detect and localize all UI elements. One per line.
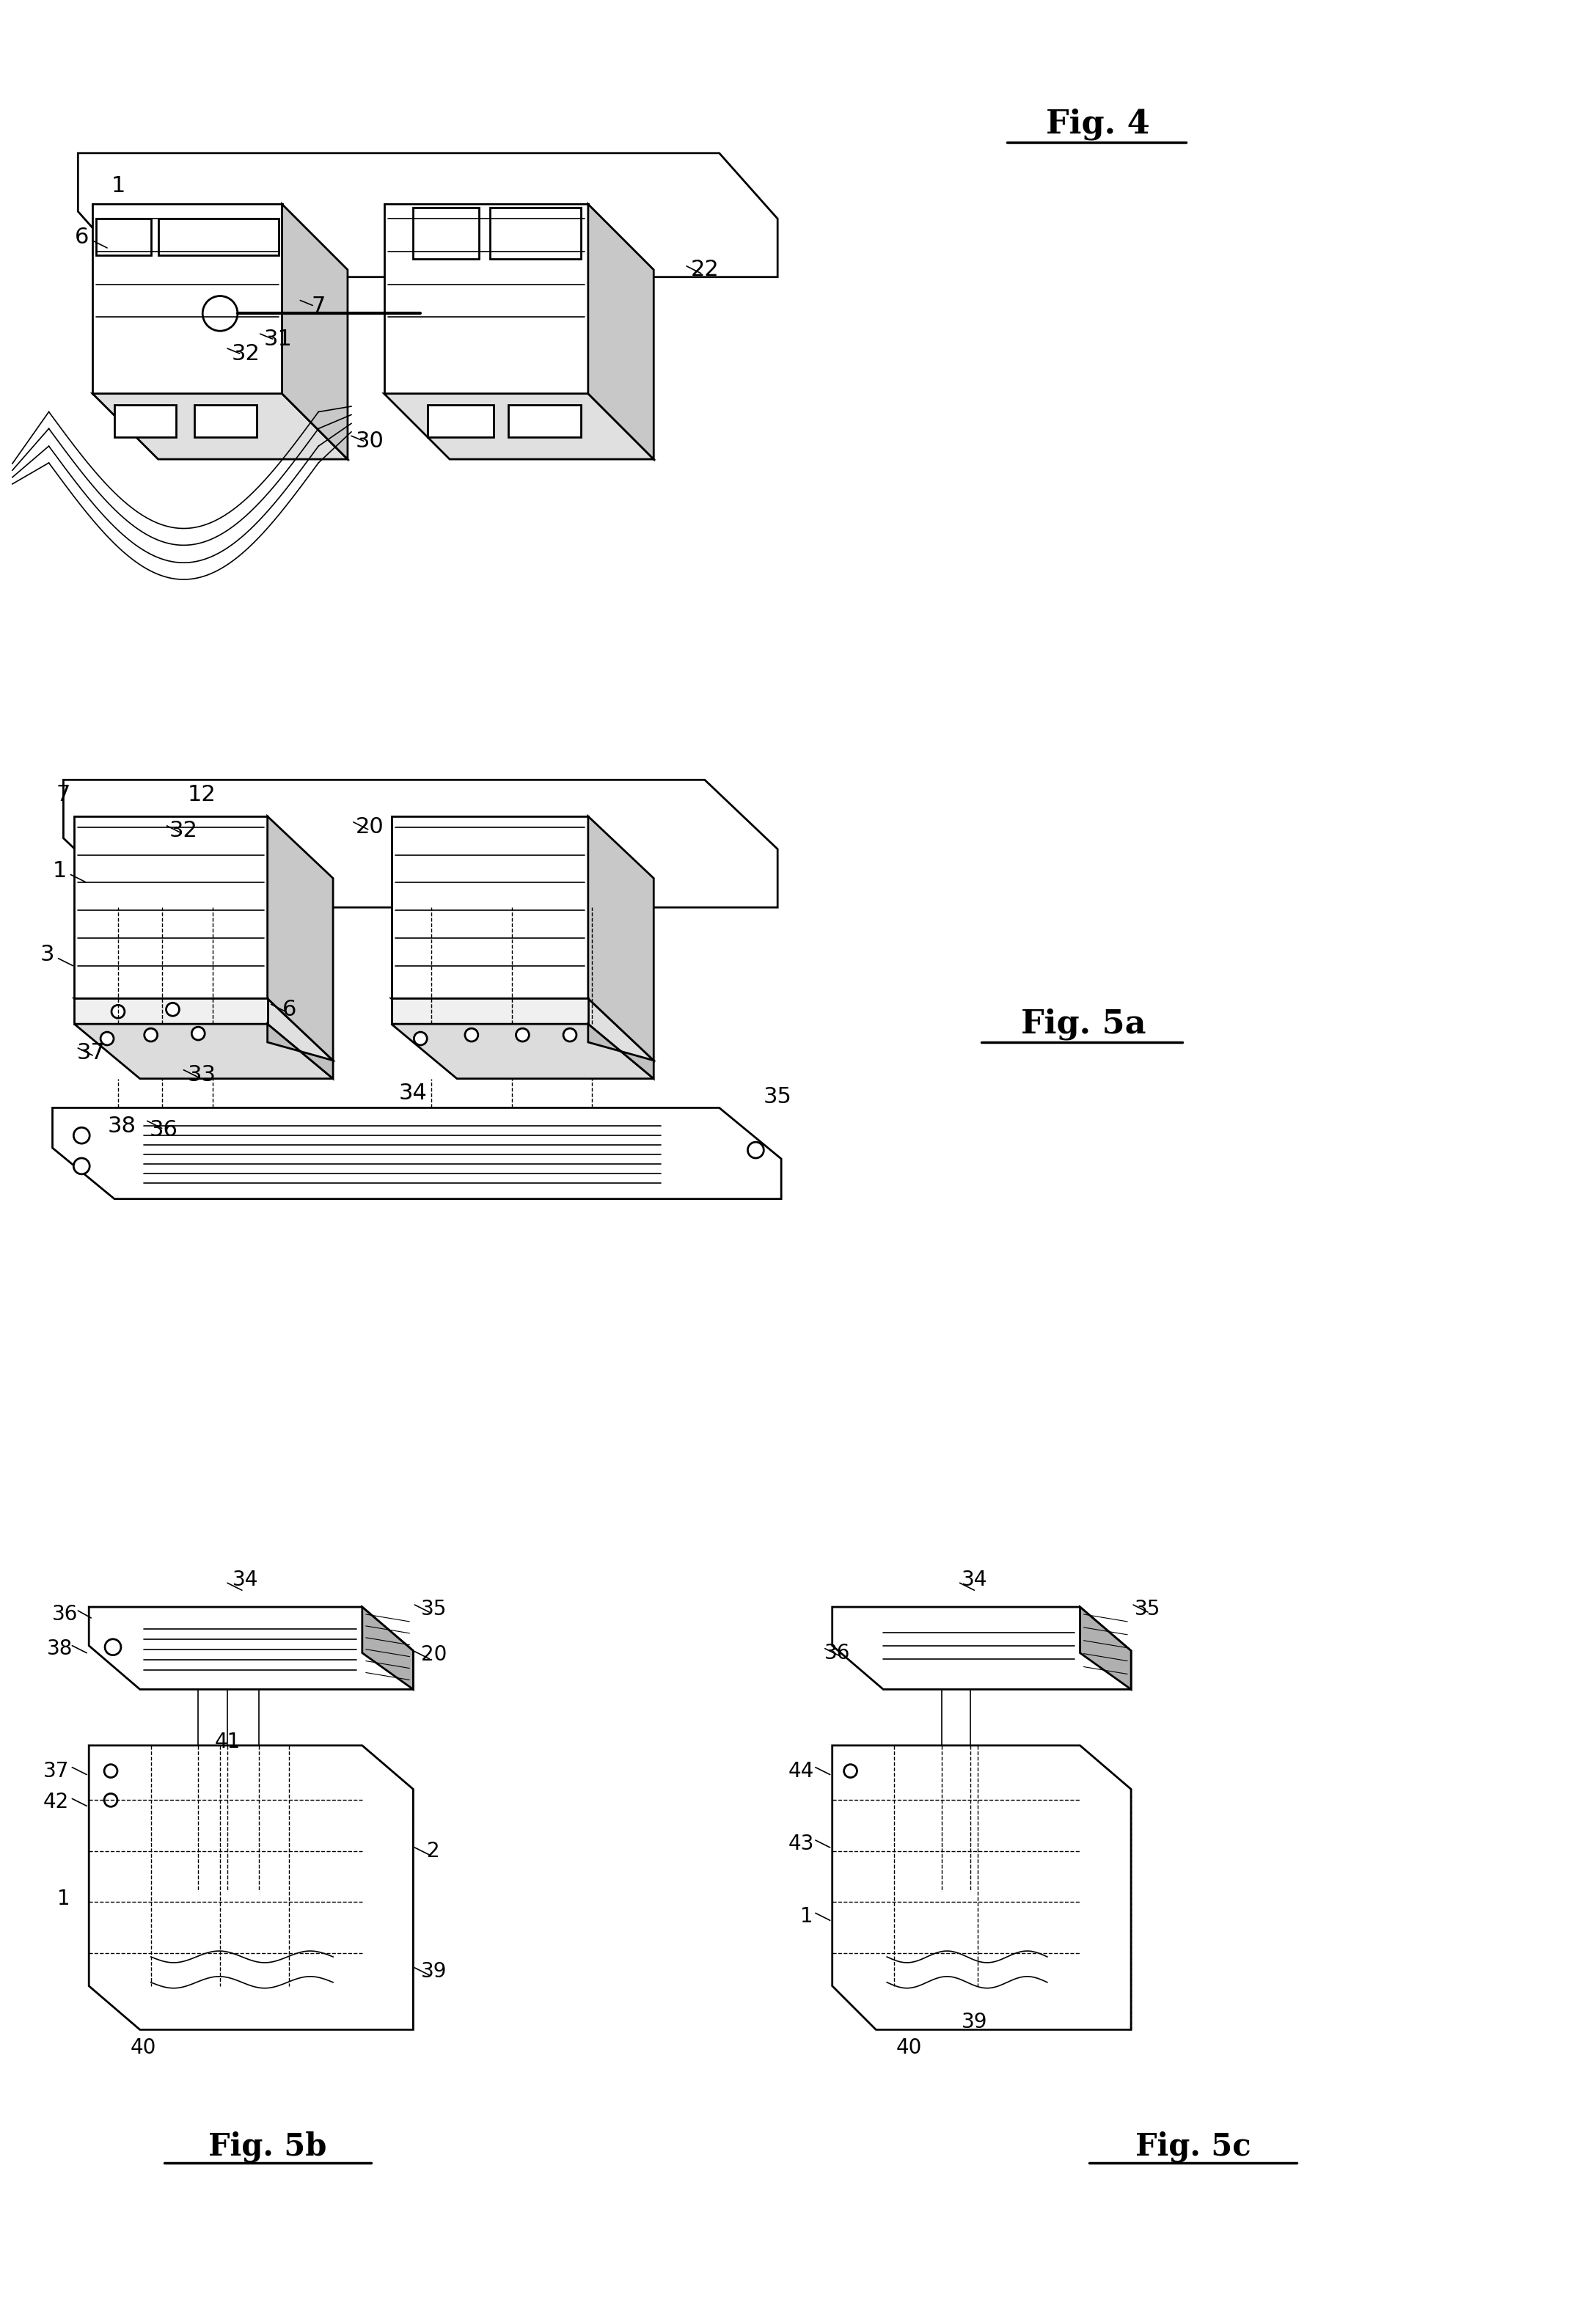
Text: Fig. 5b: Fig. 5b bbox=[207, 2131, 327, 2161]
Polygon shape bbox=[268, 1025, 334, 1078]
Circle shape bbox=[112, 1004, 124, 1018]
Text: 44: 44 bbox=[788, 1761, 814, 1782]
Text: 41: 41 bbox=[214, 1731, 241, 1752]
Circle shape bbox=[747, 1143, 764, 1157]
Text: 40: 40 bbox=[131, 2039, 156, 2057]
Text: 30: 30 bbox=[356, 430, 383, 451]
Polygon shape bbox=[96, 220, 152, 255]
Text: 3: 3 bbox=[40, 944, 54, 965]
Circle shape bbox=[844, 1763, 857, 1777]
Polygon shape bbox=[428, 405, 493, 437]
Circle shape bbox=[73, 1157, 89, 1173]
Circle shape bbox=[464, 1027, 479, 1041]
Text: 20: 20 bbox=[356, 817, 383, 838]
Text: 6: 6 bbox=[75, 227, 89, 248]
Polygon shape bbox=[75, 817, 268, 1000]
Text: 20: 20 bbox=[421, 1645, 447, 1664]
Polygon shape bbox=[391, 817, 587, 1000]
Text: 34: 34 bbox=[233, 1569, 259, 1590]
Text: Fig. 5c: Fig. 5c bbox=[1135, 2131, 1251, 2161]
Polygon shape bbox=[587, 1025, 654, 1078]
Text: 37: 37 bbox=[43, 1761, 69, 1782]
Circle shape bbox=[516, 1027, 530, 1041]
Text: 1: 1 bbox=[112, 176, 124, 197]
Circle shape bbox=[104, 1793, 118, 1807]
Text: 36: 36 bbox=[53, 1604, 78, 1624]
Text: 38: 38 bbox=[107, 1115, 136, 1136]
Text: 7: 7 bbox=[311, 296, 326, 317]
Circle shape bbox=[413, 1032, 428, 1046]
Polygon shape bbox=[75, 1000, 268, 1025]
Text: 35: 35 bbox=[763, 1085, 792, 1108]
Text: 1: 1 bbox=[800, 1907, 814, 1928]
Polygon shape bbox=[158, 220, 278, 255]
Text: 34: 34 bbox=[961, 1569, 988, 1590]
Polygon shape bbox=[282, 204, 348, 458]
Text: Fig. 4: Fig. 4 bbox=[1047, 109, 1151, 139]
Text: 31: 31 bbox=[263, 329, 292, 349]
Text: 40: 40 bbox=[895, 2039, 922, 2057]
Polygon shape bbox=[832, 1745, 1132, 2029]
Polygon shape bbox=[391, 1025, 654, 1078]
Polygon shape bbox=[362, 1606, 413, 1689]
Text: 32: 32 bbox=[231, 342, 260, 363]
Text: 2: 2 bbox=[428, 1842, 440, 1860]
Polygon shape bbox=[385, 204, 587, 393]
Text: 39: 39 bbox=[961, 2013, 988, 2032]
Text: 36: 36 bbox=[825, 1643, 851, 1664]
Text: 39: 39 bbox=[421, 1962, 447, 1981]
Text: 35: 35 bbox=[1135, 1599, 1160, 1620]
Polygon shape bbox=[508, 405, 581, 437]
Polygon shape bbox=[490, 208, 581, 259]
Circle shape bbox=[101, 1032, 113, 1046]
Polygon shape bbox=[385, 393, 654, 458]
Polygon shape bbox=[587, 817, 654, 1060]
Polygon shape bbox=[391, 1000, 587, 1025]
Polygon shape bbox=[78, 153, 777, 278]
Polygon shape bbox=[93, 204, 282, 393]
Polygon shape bbox=[587, 204, 654, 458]
Text: 12: 12 bbox=[188, 784, 215, 805]
Text: 34: 34 bbox=[399, 1083, 428, 1104]
Polygon shape bbox=[53, 1108, 780, 1199]
Text: 1: 1 bbox=[53, 861, 67, 882]
Text: 38: 38 bbox=[46, 1638, 73, 1659]
Text: 36: 36 bbox=[150, 1120, 179, 1141]
Polygon shape bbox=[75, 1000, 334, 1060]
Text: 32: 32 bbox=[169, 819, 198, 842]
Polygon shape bbox=[391, 1000, 654, 1060]
Text: 35: 35 bbox=[421, 1599, 447, 1620]
Polygon shape bbox=[1080, 1606, 1132, 1689]
Text: 42: 42 bbox=[43, 1791, 69, 1812]
Text: 7: 7 bbox=[56, 784, 70, 805]
Circle shape bbox=[563, 1027, 576, 1041]
Polygon shape bbox=[75, 1025, 334, 1078]
Circle shape bbox=[203, 296, 238, 331]
Circle shape bbox=[73, 1127, 89, 1143]
Polygon shape bbox=[93, 393, 348, 458]
Polygon shape bbox=[89, 1606, 413, 1689]
Polygon shape bbox=[89, 1745, 413, 2029]
Text: 6: 6 bbox=[282, 1000, 297, 1020]
Text: 22: 22 bbox=[691, 259, 718, 280]
Text: 43: 43 bbox=[788, 1833, 814, 1854]
Circle shape bbox=[104, 1763, 118, 1777]
Text: 1: 1 bbox=[57, 1888, 70, 1909]
Circle shape bbox=[105, 1638, 121, 1655]
Polygon shape bbox=[832, 1606, 1132, 1689]
Polygon shape bbox=[268, 817, 334, 1060]
Polygon shape bbox=[413, 208, 479, 259]
Text: Fig. 5a: Fig. 5a bbox=[1021, 1009, 1146, 1039]
Circle shape bbox=[144, 1027, 158, 1041]
Polygon shape bbox=[115, 405, 176, 437]
Polygon shape bbox=[64, 780, 777, 907]
Text: 37: 37 bbox=[77, 1044, 105, 1064]
Text: 33: 33 bbox=[188, 1064, 215, 1085]
Circle shape bbox=[166, 1002, 179, 1016]
Polygon shape bbox=[195, 405, 257, 437]
Circle shape bbox=[192, 1027, 204, 1039]
